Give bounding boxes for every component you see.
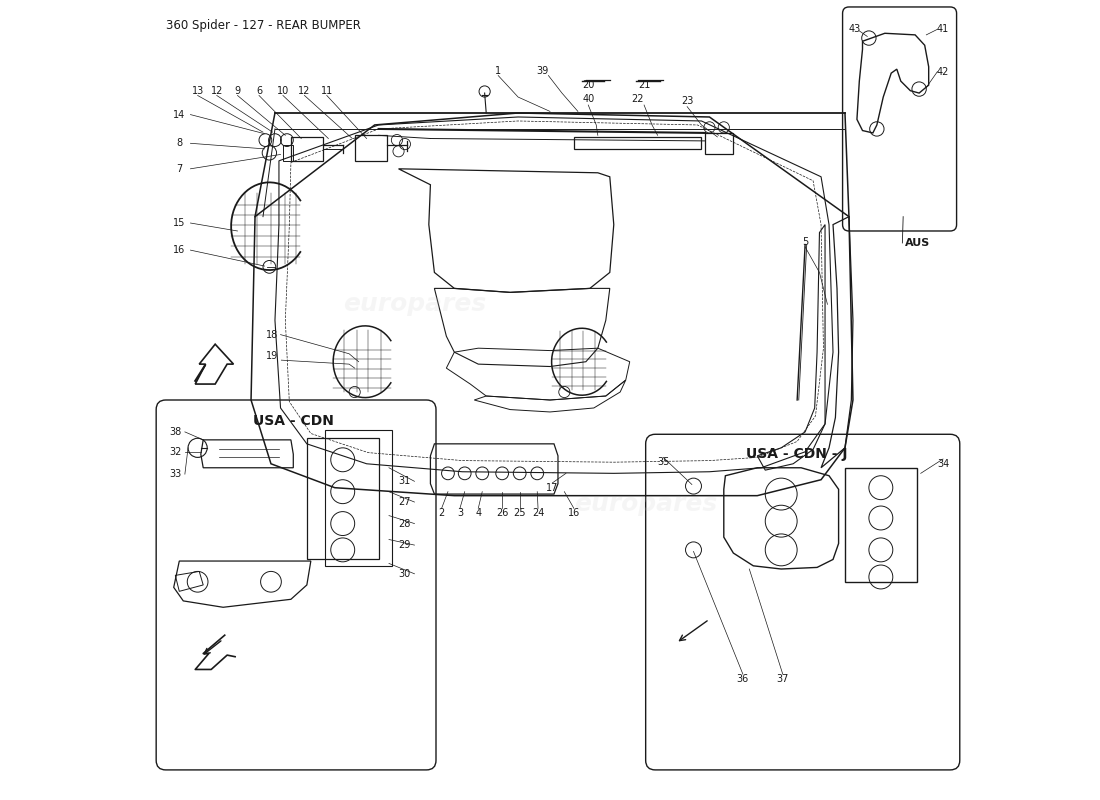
Text: 22: 22 <box>631 94 644 104</box>
Text: 24: 24 <box>532 508 544 518</box>
Text: 29: 29 <box>398 540 411 550</box>
Text: 3: 3 <box>456 508 463 518</box>
Text: 9: 9 <box>234 86 241 96</box>
Text: 32: 32 <box>169 447 182 457</box>
Text: 37: 37 <box>777 674 789 684</box>
Text: USA - CDN - J: USA - CDN - J <box>747 447 848 462</box>
Text: 35: 35 <box>657 457 670 467</box>
Text: 38: 38 <box>169 427 182 437</box>
Text: 8: 8 <box>176 138 183 148</box>
Text: 6: 6 <box>256 86 262 96</box>
Text: 26: 26 <box>496 508 508 518</box>
Text: 41: 41 <box>937 24 949 34</box>
Text: 18: 18 <box>266 330 278 340</box>
Text: europares: europares <box>574 492 717 516</box>
Text: USA - CDN: USA - CDN <box>253 414 333 428</box>
Text: 25: 25 <box>514 508 526 518</box>
Text: 4: 4 <box>475 508 482 518</box>
Text: 39: 39 <box>536 66 548 76</box>
Text: 15: 15 <box>173 218 186 228</box>
Text: 43: 43 <box>848 24 860 34</box>
Text: 13: 13 <box>191 86 204 96</box>
Text: 5: 5 <box>802 237 808 247</box>
Text: 360 Spider - 127 - REAR BUMPER: 360 Spider - 127 - REAR BUMPER <box>166 19 361 32</box>
Text: 12: 12 <box>298 86 310 96</box>
Text: 1: 1 <box>495 66 502 76</box>
Text: 16: 16 <box>173 245 186 255</box>
Text: 7: 7 <box>176 164 183 174</box>
Text: 36: 36 <box>737 674 749 684</box>
Text: 42: 42 <box>937 66 949 77</box>
Text: 12: 12 <box>210 86 223 96</box>
Text: 2: 2 <box>439 508 444 518</box>
Text: 19: 19 <box>266 351 278 361</box>
Text: 17: 17 <box>547 482 559 493</box>
Text: 40: 40 <box>582 94 594 104</box>
Text: 21: 21 <box>638 80 650 90</box>
Text: 28: 28 <box>398 518 411 529</box>
Text: 31: 31 <box>399 476 411 486</box>
Text: 33: 33 <box>169 469 182 479</box>
Text: europares: europares <box>343 292 486 316</box>
Text: 10: 10 <box>277 86 289 96</box>
Text: 11: 11 <box>321 86 333 96</box>
Text: 16: 16 <box>568 508 580 518</box>
Text: 20: 20 <box>582 80 594 90</box>
Text: 27: 27 <box>398 497 411 507</box>
Text: AUS: AUS <box>905 238 930 248</box>
Text: 23: 23 <box>681 96 693 106</box>
Text: 30: 30 <box>399 569 411 578</box>
Text: 34: 34 <box>937 458 949 469</box>
Text: 14: 14 <box>173 110 186 119</box>
